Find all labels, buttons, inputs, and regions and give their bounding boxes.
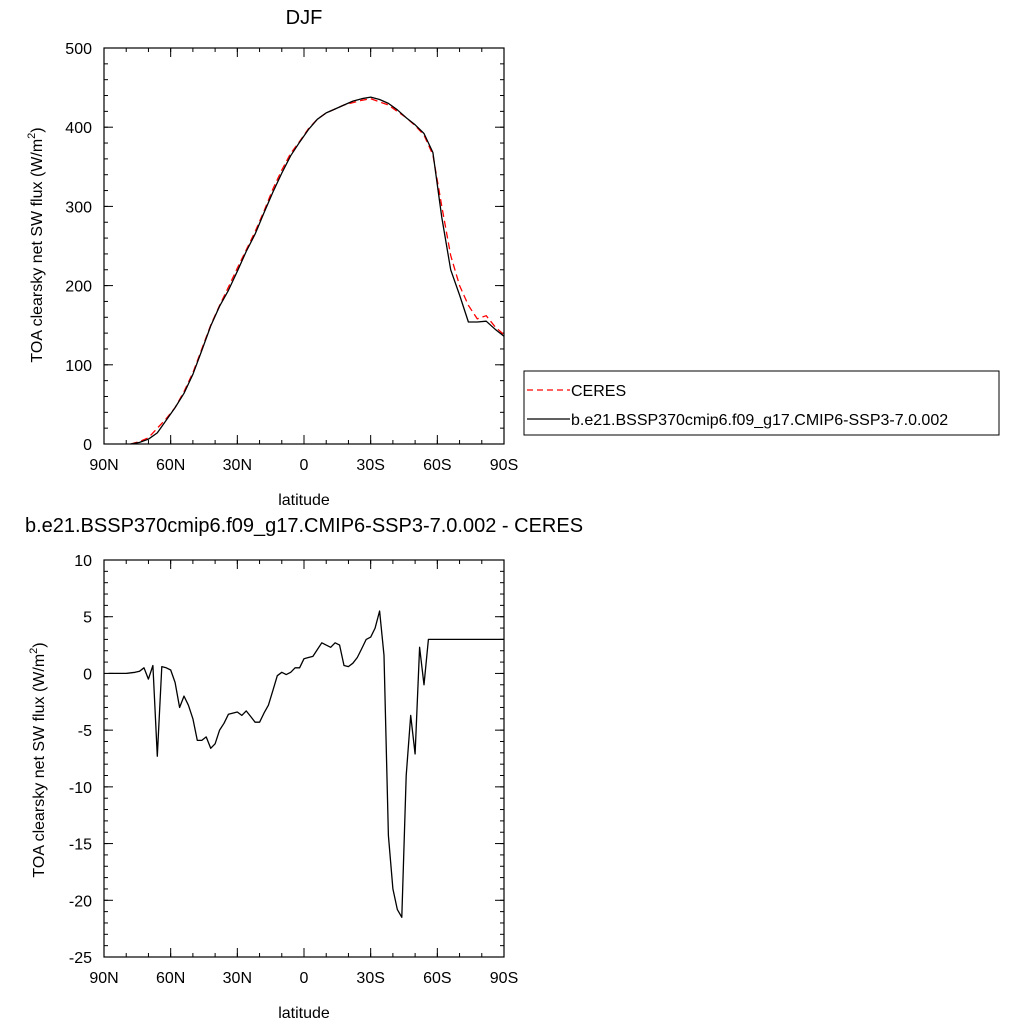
y-tick-label: -15: [69, 837, 92, 854]
top-panel: DJF TOA clearsky net SW flux (W/m2) lati…: [26, 7, 1000, 509]
y-tick-label: -10: [69, 780, 92, 797]
top-panel-series: [130, 96, 505, 445]
y-tick-label: -20: [69, 893, 92, 910]
bottom-panel-title: b.e21.BSSP370cmip6.f09_g17.CMIP6-SSP3-7.…: [25, 515, 583, 537]
x-tick-label: 60S: [423, 970, 451, 987]
series-line-ceres: [130, 98, 505, 445]
y-tick-label: 10: [74, 553, 92, 570]
y-tick-label: -25: [69, 950, 92, 967]
legend-label-ceres: CERES: [571, 383, 626, 400]
bottom-panel: b.e21.BSSP370cmip6.f09_g17.CMIP6-SSP3-7.…: [25, 515, 583, 1022]
top-panel-ticks: 90N 60N 30N 0 30S 60S 90S 0 100 200 300 400 500: [65, 41, 518, 474]
bottom-panel-ylabel: TOA clearsky net SW flux (W/m2): [28, 642, 48, 877]
top-panel-frame: [103, 47, 505, 445]
bottom-panel-xlabel: latitude: [278, 1005, 330, 1022]
bottom-panel-frame: [103, 559, 505, 958]
y-tick-label: -5: [78, 723, 92, 740]
x-tick-label: 90N: [89, 970, 118, 987]
x-tick-label: 30S: [356, 970, 384, 987]
x-tick-label: 90S: [490, 457, 518, 474]
x-tick-label: 90N: [89, 457, 118, 474]
y-tick-label: 500: [65, 41, 92, 58]
top-panel-xlabel: latitude: [278, 492, 330, 509]
x-tick-label: 90S: [490, 970, 518, 987]
top-panel-title: DJF: [286, 7, 323, 29]
y-tick-label: 0: [83, 437, 92, 454]
series-line-difference: [108, 610, 504, 918]
x-tick-label: 30N: [223, 457, 252, 474]
y-tick-label: 100: [65, 358, 92, 375]
bottom-panel-ticks: 90N 60N 30N 0 30S 60S 90S -25 -20 -15 -10 -5 0 5 10: [69, 553, 518, 987]
x-tick-label: 30N: [223, 970, 252, 987]
y-tick-label: 0: [83, 666, 92, 683]
x-tick-label: 0: [300, 457, 309, 474]
y-tick-label: 300: [65, 199, 92, 216]
legend: CERES b.e21.BSSP370cmip6.f09_g17.CMIP6-S…: [523, 370, 1000, 436]
x-tick-label: 0: [300, 970, 309, 987]
legend-label-model: b.e21.BSSP370cmip6.f09_g17.CMIP6-SSP3-7.…: [571, 412, 948, 429]
series-line-model: [130, 96, 505, 445]
y-tick-label: 200: [65, 279, 92, 296]
y-tick-label: 5: [83, 610, 92, 627]
x-tick-label: 30S: [356, 457, 384, 474]
x-tick-label: 60S: [423, 457, 451, 474]
x-tick-label: 60N: [156, 970, 185, 987]
y-tick-label: 400: [65, 120, 92, 137]
top-panel-ylabel: TOA clearsky net SW flux (W/m2): [26, 127, 46, 362]
legend-box: [523, 370, 1000, 436]
x-tick-label: 60N: [156, 457, 185, 474]
bottom-panel-series: [108, 610, 504, 918]
